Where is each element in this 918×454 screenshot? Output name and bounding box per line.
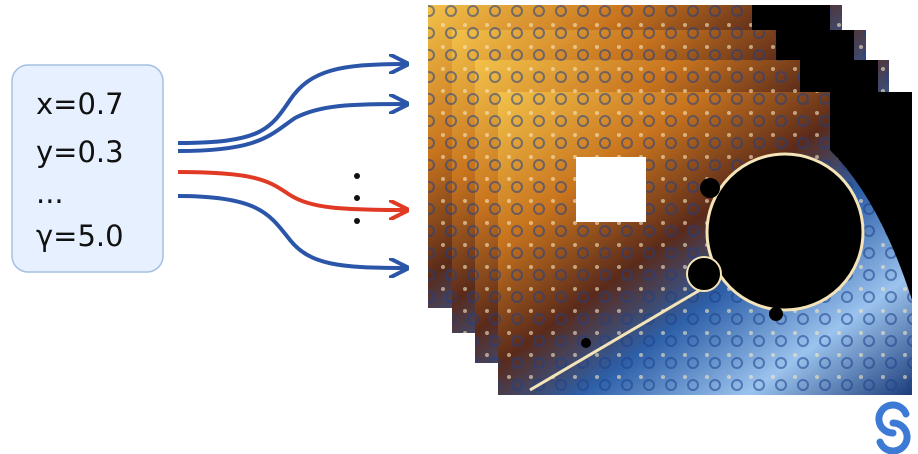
param-line: y=0.3 [36, 135, 124, 169]
param-line: x=0.7 [36, 87, 124, 121]
param-line: γ=5.0 [36, 219, 124, 253]
logo [879, 405, 907, 451]
param-line: ... [36, 176, 64, 210]
ellipsis-dots [354, 173, 360, 224]
arrows [178, 64, 405, 268]
image-stack [428, 5, 912, 395]
diagram: x=0.7 y=0.3 ... γ=5.0 [0, 0, 918, 454]
